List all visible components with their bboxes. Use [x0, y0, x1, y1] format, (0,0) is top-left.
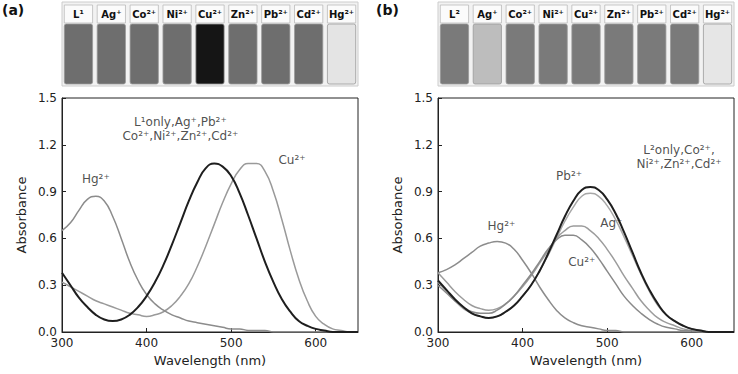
svg-text:Ni²⁺: Ni²⁺: [542, 9, 563, 20]
svg-text:Cu²⁺: Cu²⁺: [278, 153, 305, 167]
svg-text:(b): (b): [376, 2, 399, 18]
svg-text:Ni²⁺,Zn²⁺,Cd²⁺: Ni²⁺,Zn²⁺,Cd²⁺: [636, 157, 721, 171]
svg-text:400: 400: [135, 336, 158, 350]
svg-text:Hg²⁺: Hg²⁺: [82, 172, 110, 186]
svg-text:Ag⁺: Ag⁺: [477, 9, 497, 20]
svg-text:0.0: 0.0: [413, 325, 433, 339]
svg-text:0.6: 0.6: [414, 231, 433, 245]
svg-text:Zn²⁺: Zn²⁺: [607, 9, 631, 20]
svg-text:Co²⁺: Co²⁺: [508, 9, 532, 20]
svg-text:L²: L²: [449, 9, 460, 20]
svg-text:Absorbance: Absorbance: [14, 177, 29, 254]
svg-text:Co²⁺: Co²⁺: [132, 9, 156, 20]
svg-text:Co²⁺,Ni²⁺,Zn²⁺,Cd²⁺: Co²⁺,Ni²⁺,Zn²⁺,Cd²⁺: [122, 129, 238, 143]
svg-text:Hg²⁺: Hg²⁺: [329, 9, 354, 20]
svg-text:L¹only,Ag⁺,Pb²⁺: L¹only,Ag⁺,Pb²⁺: [134, 115, 227, 129]
svg-text:Cu²⁺: Cu²⁺: [198, 9, 222, 20]
svg-text:0.9: 0.9: [414, 185, 433, 199]
svg-text:Cu²⁺: Cu²⁺: [574, 9, 598, 20]
svg-text:Cd²⁺: Cd²⁺: [673, 9, 697, 20]
svg-text:0.0: 0.0: [37, 325, 57, 339]
svg-text:Ag⁺: Ag⁺: [600, 216, 622, 230]
svg-text:600: 600: [304, 336, 327, 350]
svg-text:Absorbance: Absorbance: [390, 177, 405, 254]
svg-text:0.9: 0.9: [38, 185, 57, 199]
svg-text:Cd²⁺: Cd²⁺: [297, 9, 321, 20]
svg-text:0.3: 0.3: [414, 278, 433, 292]
svg-text:L¹: L¹: [73, 9, 84, 20]
svg-text:Cu²⁺: Cu²⁺: [568, 255, 595, 269]
svg-text:1.2: 1.2: [414, 138, 433, 152]
svg-text:500: 500: [596, 336, 619, 350]
svg-text:400: 400: [511, 336, 534, 350]
svg-text:1.5: 1.5: [414, 91, 433, 105]
svg-text:Wavelength (nm): Wavelength (nm): [154, 353, 266, 368]
svg-text:(a): (a): [2, 2, 24, 18]
svg-text:Hg²⁺: Hg²⁺: [488, 219, 516, 233]
svg-text:Pb²⁺: Pb²⁺: [640, 9, 664, 20]
svg-text:1.2: 1.2: [38, 138, 57, 152]
svg-text:500: 500: [220, 336, 243, 350]
svg-text:Pb²⁺: Pb²⁺: [556, 169, 582, 183]
svg-text:1.5: 1.5: [38, 91, 57, 105]
svg-text:0.3: 0.3: [38, 278, 57, 292]
svg-text:600: 600: [680, 336, 703, 350]
svg-text:Ag⁺: Ag⁺: [101, 9, 121, 20]
svg-text:Hg²⁺: Hg²⁺: [705, 9, 730, 20]
svg-text:300: 300: [51, 336, 74, 350]
svg-text:0.6: 0.6: [38, 231, 57, 245]
svg-text:Ni²⁺: Ni²⁺: [166, 9, 187, 20]
svg-text:L²only,Co²⁺,: L²only,Co²⁺,: [643, 143, 714, 157]
svg-text:300: 300: [427, 336, 450, 350]
svg-text:Pb²⁺: Pb²⁺: [264, 9, 288, 20]
svg-text:Zn²⁺: Zn²⁺: [231, 9, 255, 20]
svg-text:Wavelength (nm): Wavelength (nm): [530, 353, 642, 368]
